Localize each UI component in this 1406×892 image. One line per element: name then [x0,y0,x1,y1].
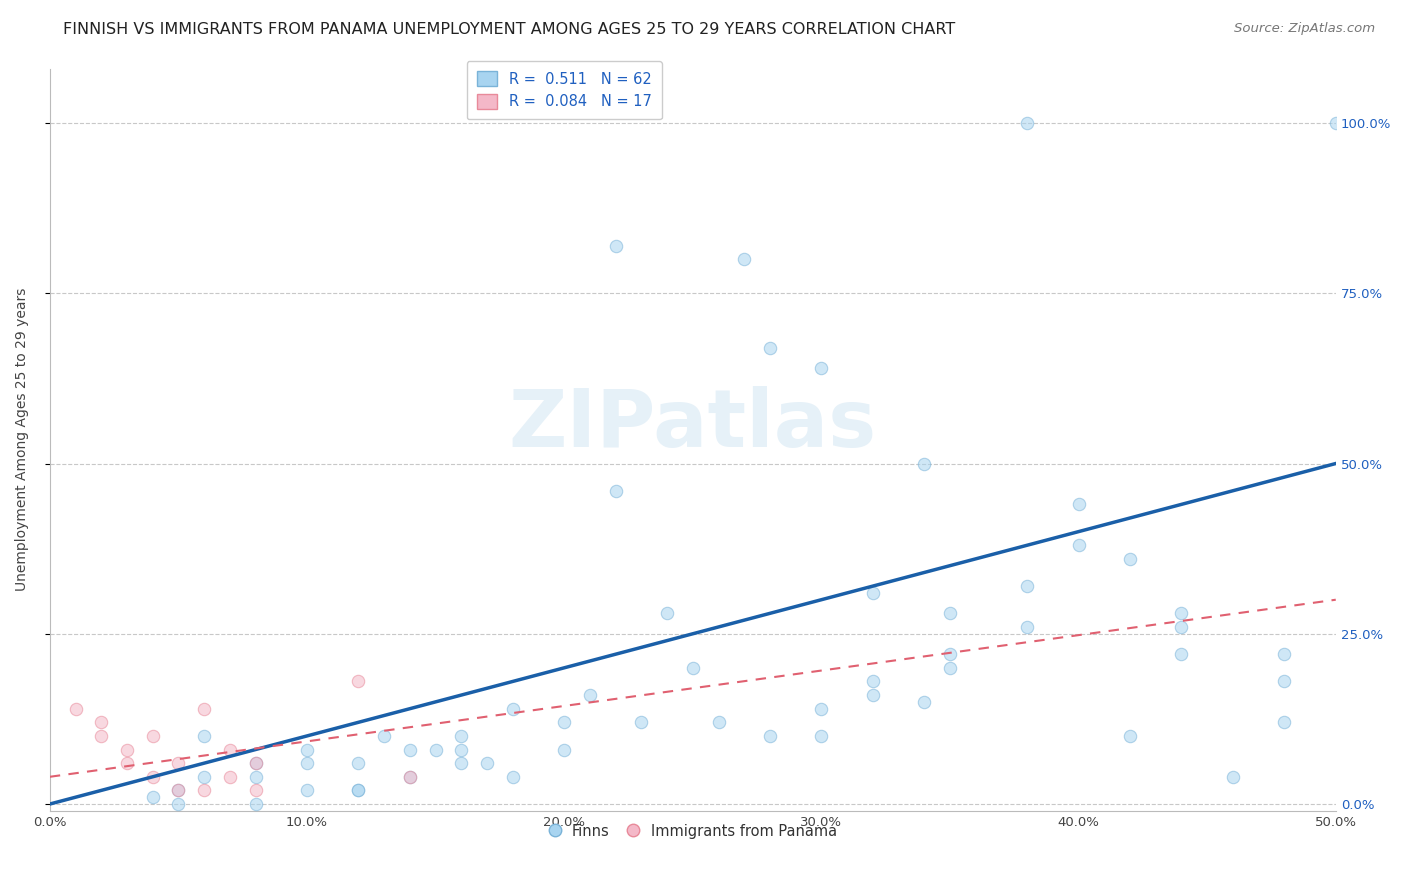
Point [939,607,962,621]
Point [862,586,884,600]
Point [475,756,498,771]
Point [347,783,370,797]
Text: FINNISH VS IMMIGRANTS FROM PANAMA UNEMPLOYMENT AMONG AGES 25 TO 29 YEARS CORRELA: FINNISH VS IMMIGRANTS FROM PANAMA UNEMPL… [63,22,956,37]
Point [142,770,165,784]
Point [450,756,472,771]
Point [245,756,267,771]
Point [245,797,267,811]
Point [167,783,190,797]
Point [707,715,730,730]
Point [1017,116,1039,130]
Point [939,661,962,675]
Point [810,361,832,376]
Point [65,701,87,715]
Point [142,790,165,805]
Point [399,770,422,784]
Point [245,783,267,797]
Point [1067,497,1090,511]
Point [1119,729,1142,743]
Point [167,756,190,771]
Point [115,756,138,771]
Point [912,695,935,709]
Legend: Finns, Immigrants from Panama: Finns, Immigrants from Panama [543,818,842,845]
Point [218,770,240,784]
Point [1119,552,1142,566]
Point [502,701,524,715]
Point [399,770,422,784]
Point [193,729,215,743]
Point [810,729,832,743]
Point [245,770,267,784]
Point [193,701,215,715]
Point [167,783,190,797]
Point [347,783,370,797]
Point [810,701,832,715]
Point [759,341,782,355]
Point [450,729,472,743]
Point [450,742,472,756]
Point [347,756,370,771]
Point [373,729,395,743]
Text: ZIPatlas: ZIPatlas [509,386,877,464]
Point [167,797,190,811]
Point [218,742,240,756]
Point [347,674,370,689]
Point [553,715,575,730]
Point [682,661,704,675]
Point [399,742,422,756]
Point [759,729,782,743]
Point [193,783,215,797]
Point [553,742,575,756]
Point [605,238,627,252]
Text: Source: ZipAtlas.com: Source: ZipAtlas.com [1234,22,1375,36]
Point [733,252,755,267]
Point [502,770,524,784]
Point [1272,647,1295,661]
Point [862,688,884,702]
Point [862,674,884,689]
Point [1324,116,1347,130]
Point [1222,770,1244,784]
Point [425,742,447,756]
Point [912,457,935,471]
Point [655,607,678,621]
Point [579,688,602,702]
Point [1272,715,1295,730]
Point [115,742,138,756]
Point [245,756,267,771]
Point [605,483,627,498]
Point [295,756,318,771]
Point [1170,607,1192,621]
Point [939,647,962,661]
Point [1170,620,1192,634]
Point [90,715,112,730]
Point [1017,579,1039,593]
Point [1170,647,1192,661]
Point [295,742,318,756]
Point [295,783,318,797]
Point [1017,620,1039,634]
Point [1272,674,1295,689]
Point [142,729,165,743]
Y-axis label: Unemployment Among Ages 25 to 29 years: Unemployment Among Ages 25 to 29 years [15,288,30,591]
Point [193,770,215,784]
Point [630,715,652,730]
Point [1067,538,1090,552]
Point [90,729,112,743]
